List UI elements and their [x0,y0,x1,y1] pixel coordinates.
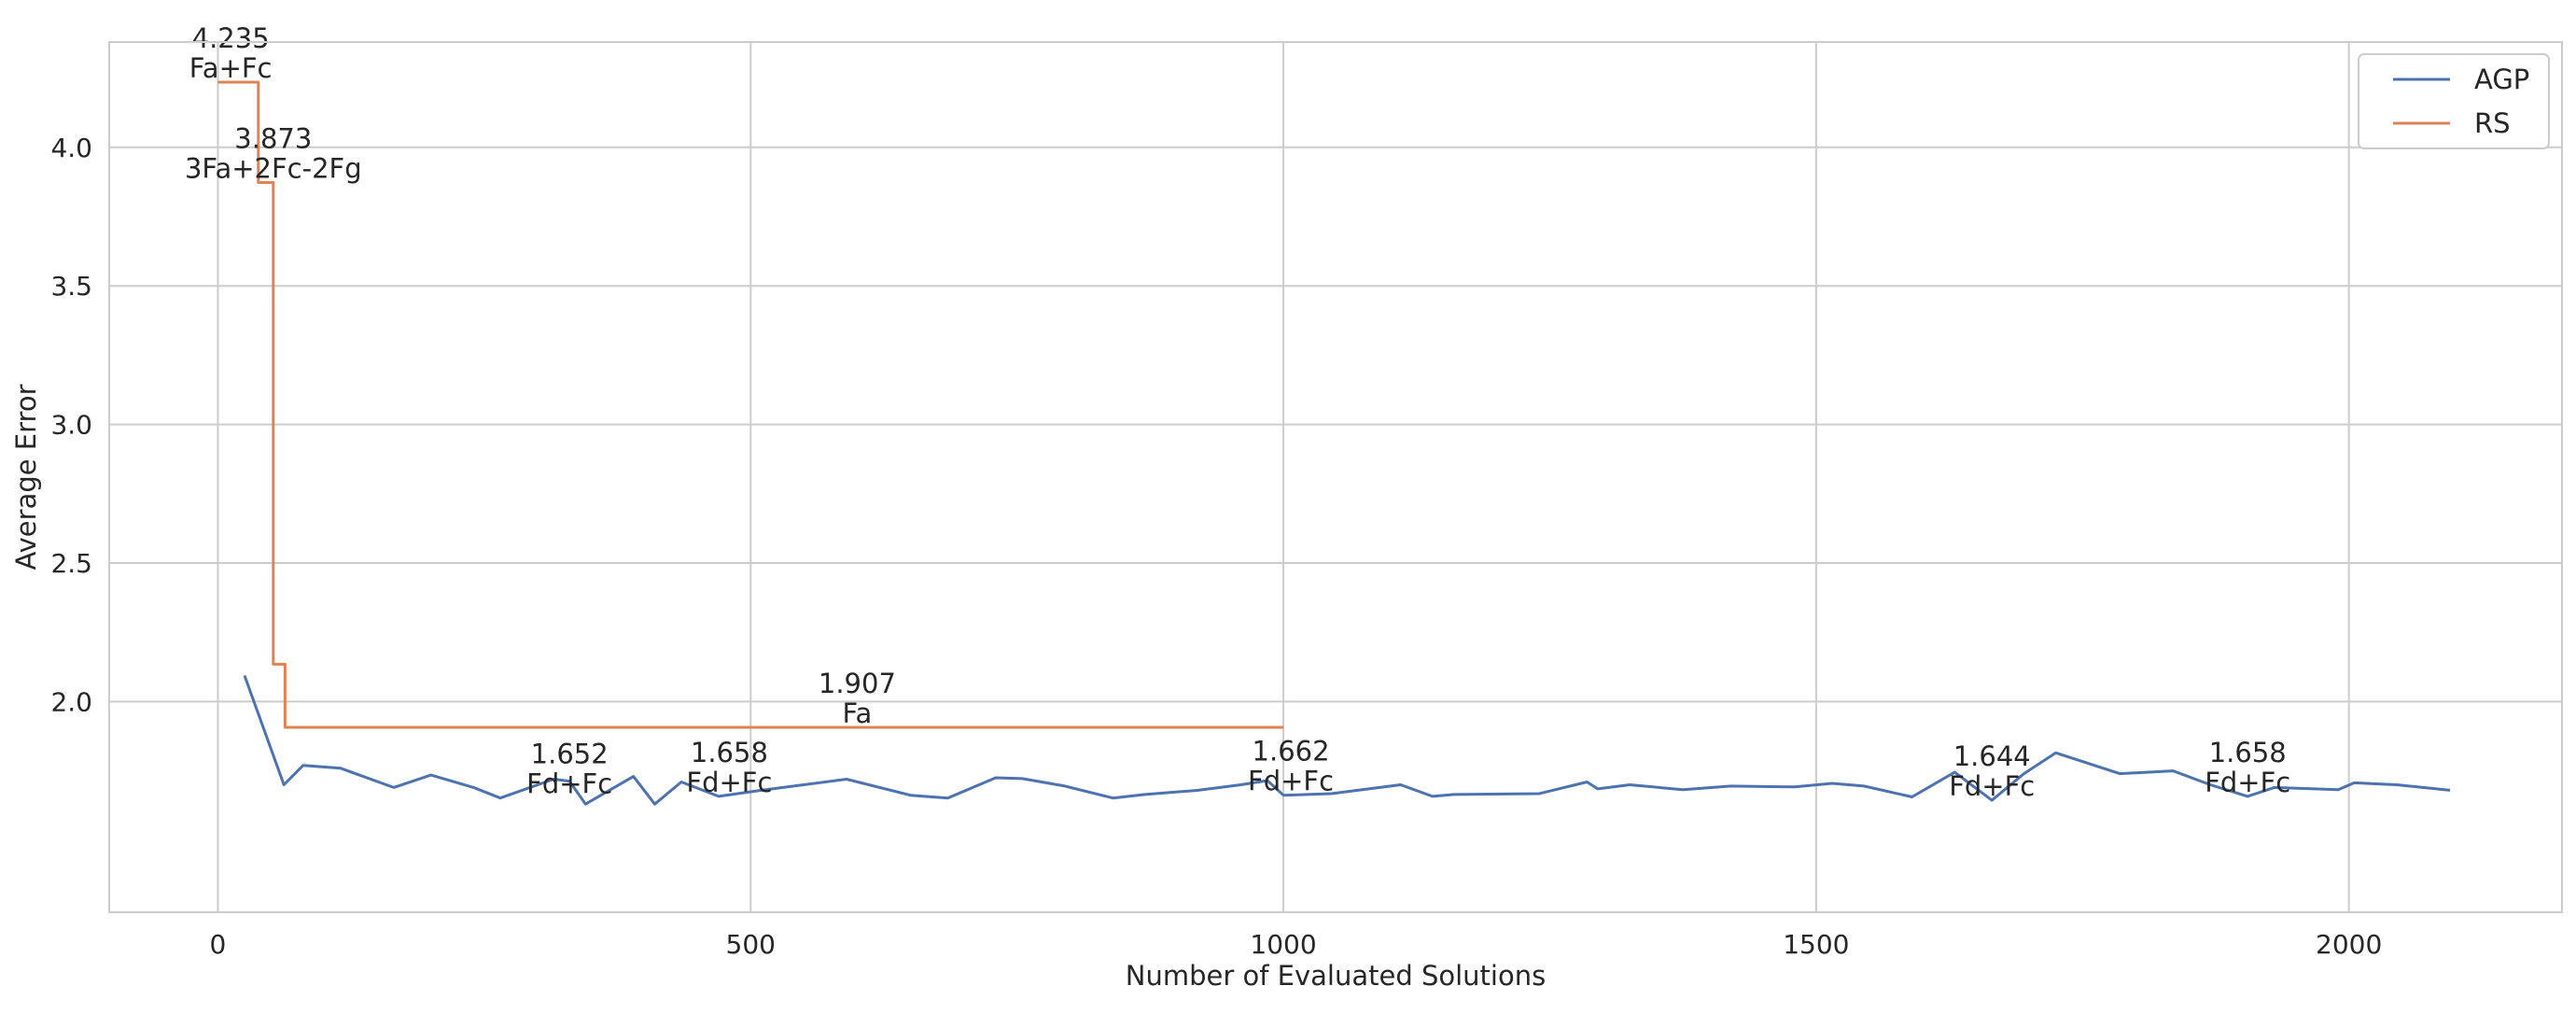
legend: AGP RS [2358,53,2550,149]
annotation-label: Fa+Fc [189,52,273,84]
series-line-agp [243,674,2451,806]
annotation-value: 1.652 [531,739,609,770]
annotation-label: Fa [843,697,873,729]
annotation-value: 1.644 [1953,740,2031,772]
annotation-label: Fd+Fc [2205,767,2290,798]
y-tick-label: 3.0 [50,410,92,441]
annotations: 4.235Fa+Fc3.8733Fa+2Fc-2Fg1.907Fa1.652Fd… [185,22,2290,802]
legend-label: AGP [2474,63,2529,95]
y-tick-label: 2.5 [50,548,92,579]
legend-label: RS [2474,107,2511,139]
annotation-label: Fd+Fc [1248,766,1334,797]
annotation-value: 1.662 [1253,736,1330,768]
annotation-value: 3.873 [234,122,312,154]
annotation-label: Fd+Fc [526,768,612,800]
y-tick-label: 2.0 [50,686,92,717]
x-axis-label: Number of Evaluated Solutions [1126,960,1546,992]
x-tick-label: 1000 [1250,929,1316,960]
annotation-value: 4.235 [192,22,270,54]
y-tick-label: 4.0 [50,133,92,163]
x-tick-label: 0 [210,929,227,960]
annotation-value: 1.658 [691,737,768,768]
plot-frame [108,41,2563,913]
annotation-value: 1.658 [2209,737,2287,768]
series-lines [217,80,2451,806]
y-tick-label: 3.5 [50,271,92,302]
legend-box [2358,53,2550,149]
series-line-rs [217,80,1284,729]
annotation-label: Fd+Fc [686,767,772,798]
y-axis-label: Average Error [10,384,42,570]
x-tick-label: 1500 [1783,929,1849,960]
annotation-value: 1.907 [819,668,896,699]
x-tick-label: 500 [726,929,776,960]
grid [109,42,2562,912]
annotation-label: 3Fa+2Fc-2Fg [185,152,362,184]
tick-labels: 0 500 1000 1500 2000 2.0 2.5 3.0 3.5 4.0 [50,133,2382,960]
annotation-label: Fd+Fc [1949,770,2035,802]
x-tick-label: 2000 [2316,929,2382,960]
